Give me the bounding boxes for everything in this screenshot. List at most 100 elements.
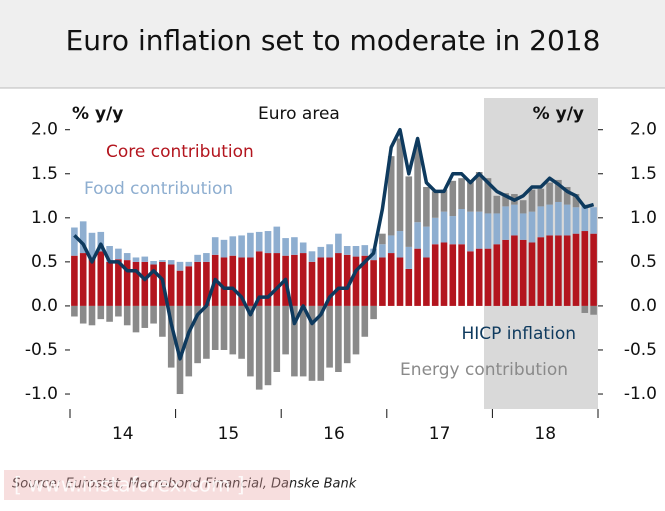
legend-hicp: HICP inflation <box>461 324 576 344</box>
y2-tick-label: 1.5 <box>630 164 657 184</box>
bar <box>273 253 281 306</box>
bar <box>396 231 404 258</box>
bar <box>449 180 457 217</box>
y2-tick-label: -0.5 <box>624 340 657 360</box>
legend-core: Core contribution <box>106 142 254 162</box>
x-tick-label: 18 <box>534 424 556 444</box>
line <box>73 127 595 361</box>
bar <box>484 178 492 214</box>
bar <box>572 233 580 306</box>
bar <box>335 305 342 372</box>
bar <box>141 256 149 262</box>
bar <box>590 207 597 234</box>
bar <box>299 253 307 306</box>
bar <box>493 213 501 245</box>
bar <box>572 194 580 208</box>
bar <box>317 305 325 381</box>
subtitle: Euro area <box>258 104 340 124</box>
y-tick-label: 0.5 <box>31 252 58 272</box>
bar <box>123 305 131 326</box>
y-tick-label: -0.5 <box>25 340 58 360</box>
y-tick-label: 2.0 <box>31 120 58 140</box>
bar <box>326 257 333 306</box>
bar <box>88 232 96 258</box>
bar <box>449 216 457 245</box>
y2-axis-label: % y/y <box>533 104 584 124</box>
bar <box>220 239 228 258</box>
bar <box>123 260 131 306</box>
bar <box>528 211 536 243</box>
bar <box>88 305 96 326</box>
bar <box>352 305 360 355</box>
bar <box>132 257 140 262</box>
bar <box>220 257 228 306</box>
bar <box>440 211 448 243</box>
bar <box>405 268 413 306</box>
bar <box>361 245 369 256</box>
y2-tick-label: 0.0 <box>630 296 657 316</box>
bar <box>581 204 589 232</box>
header-bg <box>0 0 665 88</box>
bar <box>176 305 184 395</box>
bar <box>519 200 527 214</box>
bar <box>423 226 430 258</box>
bar <box>282 238 289 256</box>
bar <box>211 305 219 350</box>
bar <box>229 255 237 306</box>
bar <box>563 186 571 205</box>
bar <box>291 254 298 306</box>
bar <box>185 261 193 267</box>
bar <box>537 206 545 238</box>
bar <box>247 257 254 306</box>
bar <box>203 261 210 306</box>
legend-food: Food contribution <box>84 179 233 199</box>
y2-tick-label: 0.5 <box>630 252 657 272</box>
bar <box>555 179 562 202</box>
bar <box>352 256 360 306</box>
bar <box>132 261 140 306</box>
y2-tick-label: 1.0 <box>630 208 657 228</box>
bar <box>449 244 457 306</box>
bar <box>493 195 501 214</box>
bar <box>414 147 421 223</box>
bar <box>581 305 589 313</box>
bar <box>555 201 562 236</box>
x-tick-label: 14 <box>112 424 134 444</box>
bar <box>79 221 87 254</box>
bar <box>167 305 175 368</box>
bar <box>396 138 404 232</box>
y-tick-label: -1.0 <box>25 384 58 404</box>
bar <box>326 305 333 368</box>
bar <box>537 237 545 306</box>
bar <box>581 231 589 306</box>
bar <box>440 242 448 306</box>
bar <box>88 257 96 306</box>
bar <box>229 236 237 256</box>
bar <box>370 305 377 320</box>
y2-tick-label: -1.0 <box>624 384 657 404</box>
bar <box>519 213 527 240</box>
bar <box>115 248 122 260</box>
bar <box>229 305 237 355</box>
bar <box>361 255 369 306</box>
bar <box>343 305 351 364</box>
bar <box>71 305 78 317</box>
bar <box>467 251 474 306</box>
bar <box>493 244 501 306</box>
bar <box>150 305 157 324</box>
bar <box>203 253 210 262</box>
bar <box>546 182 553 205</box>
bar <box>176 270 184 306</box>
bar <box>317 257 325 306</box>
bar <box>273 305 281 372</box>
bar <box>396 257 404 306</box>
watermark-bg <box>4 470 290 500</box>
bar <box>423 257 430 306</box>
bar <box>255 251 263 306</box>
bar <box>71 227 78 256</box>
bar <box>511 204 518 236</box>
x-tick-label: 15 <box>218 424 240 444</box>
bar <box>255 305 263 390</box>
bar <box>475 248 483 306</box>
